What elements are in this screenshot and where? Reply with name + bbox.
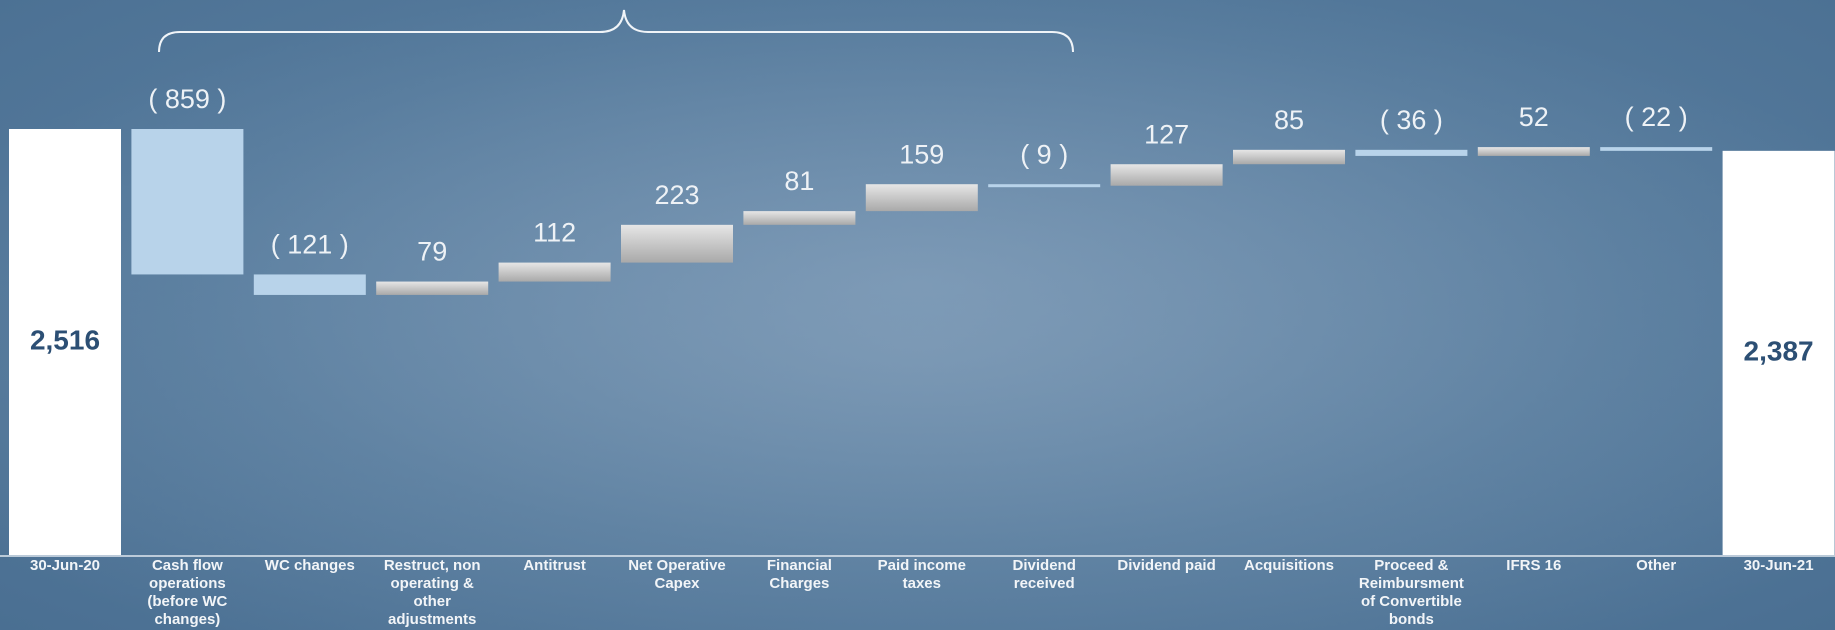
x-tick-label: Financial Charges: [766, 557, 832, 592]
x-tick-label: Acquisitions: [1243, 557, 1334, 574]
x-tick-label: Paid income taxes: [877, 557, 966, 592]
bar: [1722, 150, 1835, 556]
value-label: ( 121 ): [271, 230, 349, 260]
bar: [1355, 149, 1468, 156]
value-label: 85: [1274, 105, 1304, 135]
value-label: 81: [784, 166, 814, 196]
value-label: 52: [1519, 102, 1549, 132]
bar: [1600, 147, 1713, 151]
x-tick-label: Antitrust: [523, 557, 586, 574]
value-label: 159: [899, 139, 944, 169]
bar: [376, 281, 489, 295]
bar: [1110, 164, 1223, 186]
x-tick-label: WC changes: [264, 557, 355, 574]
value-label: ( 36 ): [1380, 105, 1443, 135]
value-label: ( 859 ): [148, 84, 226, 114]
x-tick-label: IFRS 16: [1506, 557, 1562, 574]
total-label: 2,516: [30, 324, 100, 355]
bar: [743, 211, 856, 225]
value-label: 223: [654, 180, 699, 210]
x-tick-label: Net Operative Capex: [628, 557, 726, 592]
bar: [865, 184, 978, 212]
bar: [1477, 147, 1590, 156]
bar: [621, 224, 733, 263]
value-label: 79: [417, 237, 447, 267]
total-label: 2,387: [1744, 335, 1814, 366]
x-tick-label: Dividend paid: [1117, 557, 1216, 574]
bar: [253, 274, 366, 295]
value-label: 127: [1144, 119, 1189, 149]
value-label: ( 22 ): [1625, 102, 1688, 132]
x-tick-label: 30-Jun-20: [29, 557, 101, 574]
bar: [9, 129, 121, 555]
bar: [988, 184, 1101, 188]
bar: [1233, 149, 1345, 165]
value-label: 112: [533, 218, 576, 248]
x-tick-label: Proceed & Reimbursment of Convertible bo…: [1358, 557, 1464, 628]
x-tick-label: Other: [1636, 557, 1677, 574]
x-tick-label: 30-Jun-21: [1743, 557, 1814, 574]
bracket: [158, 9, 1074, 53]
x-tick-label: Dividend received: [1012, 557, 1076, 592]
x-tick-label: Restruct, non operating & other adjustme…: [383, 557, 481, 628]
x-tick-label: Cash flow operations (before WC changes): [147, 557, 228, 628]
bar: [131, 129, 244, 275]
bar: [498, 262, 611, 282]
value-label: ( 9 ): [1020, 139, 1068, 169]
